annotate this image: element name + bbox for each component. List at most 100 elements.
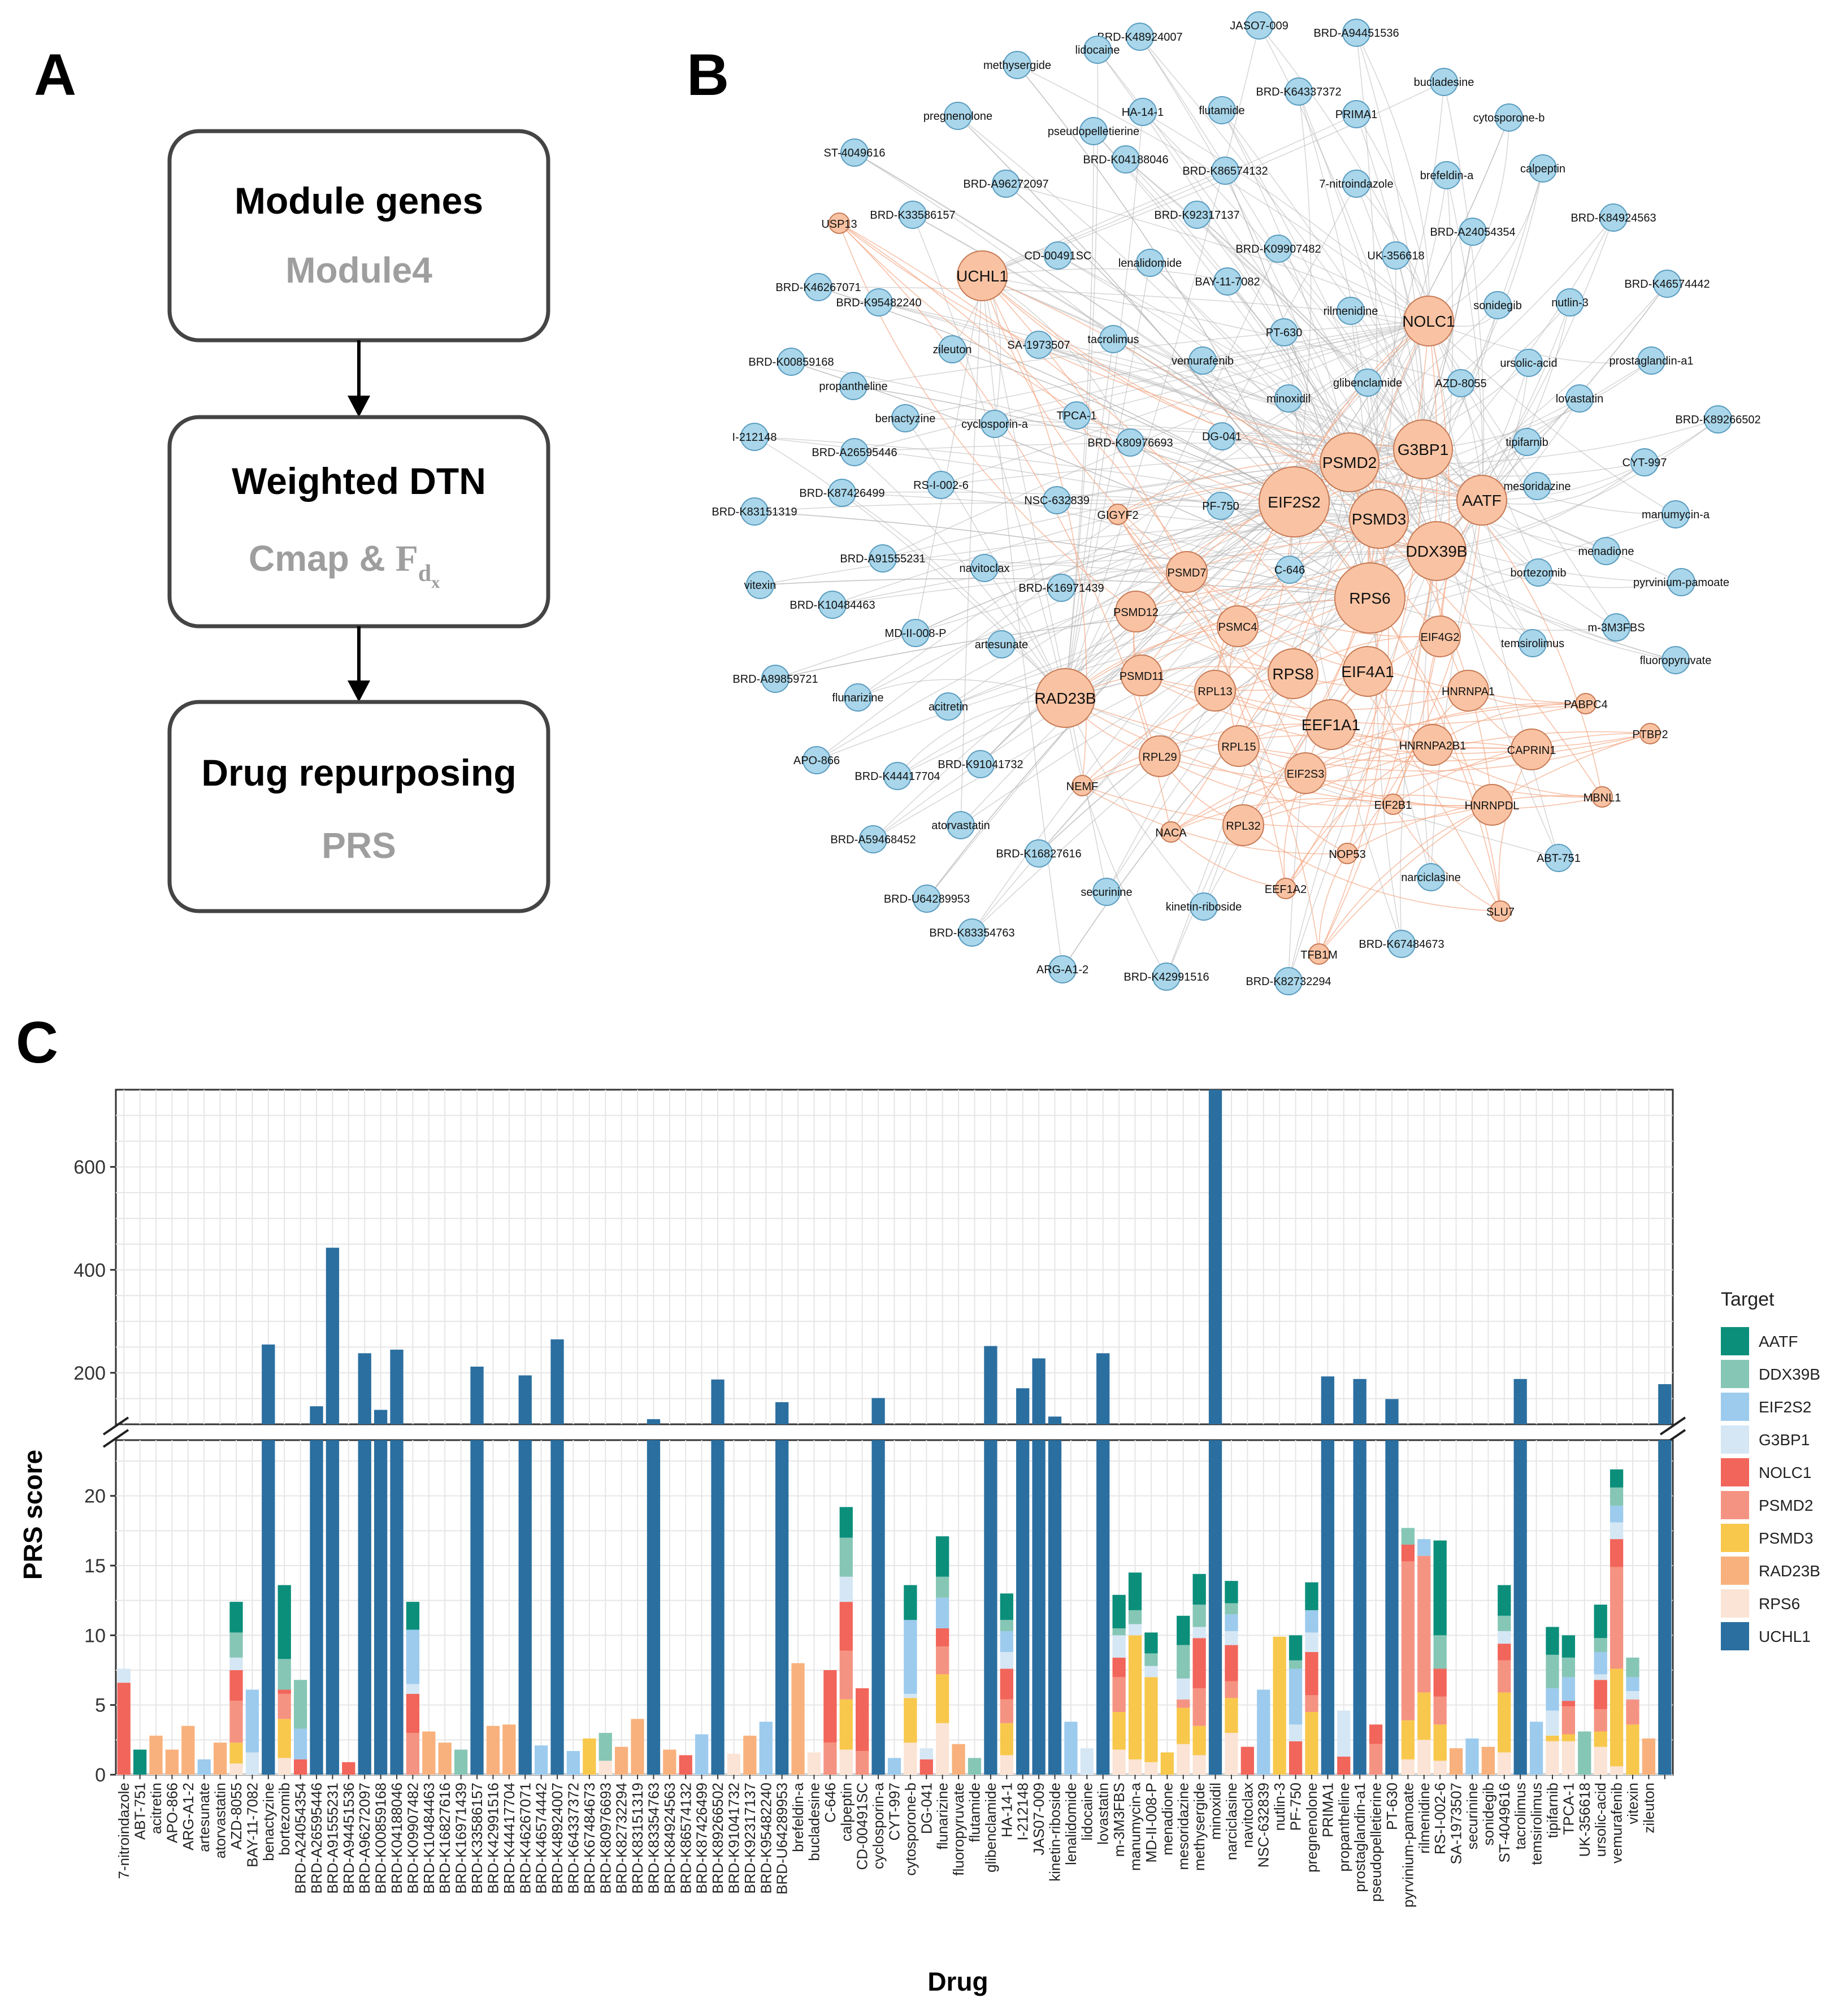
bar-segment-uchl1 <box>519 1440 532 1775</box>
bar-segment-nolc1 <box>840 1602 853 1650</box>
target-node: RPL29 <box>1139 736 1180 777</box>
x-tick-label: lidocaine <box>1078 1783 1095 1841</box>
bar-segment-g3bp1 <box>1305 1632 1318 1652</box>
bar-segment-rps6 <box>1192 1755 1205 1775</box>
drug-node: cyclosporin-a <box>961 410 1029 437</box>
legend-label-nolc1: NOLC1 <box>1759 1464 1811 1481</box>
drug-node-label: BRD-A26595446 <box>812 447 897 459</box>
bar-segment-eif2s2 <box>1257 1690 1270 1775</box>
drug-node-label: BRD-K42991516 <box>1123 971 1209 983</box>
bar-segment-rps6 <box>1000 1755 1013 1775</box>
target-node: USP13 <box>821 213 857 233</box>
bar-segment-aatf <box>1594 1605 1607 1638</box>
drug-node-label: vitexin <box>744 579 776 592</box>
target-node-label: GIGYF2 <box>1097 509 1138 522</box>
bar-segment-uchl1-upper <box>470 1367 483 1424</box>
bar-segment-psmd3 <box>1192 1726 1205 1755</box>
drug-node-label: BRD-K46574442 <box>1624 278 1710 291</box>
x-tick-label: ABT-751 <box>132 1783 149 1840</box>
x-tick-label: temsirolimus <box>1528 1783 1545 1865</box>
target-node-label: RPS8 <box>1272 665 1313 683</box>
x-tick-label: AZD-8055 <box>228 1783 245 1850</box>
legend-swatch-eif2s2 <box>1721 1393 1749 1421</box>
x-tick-label: RS-I-002-6 <box>1431 1783 1448 1854</box>
bar-segment-uchl1-upper <box>1209 1090 1222 1424</box>
bar-segment-g3bp1 <box>1626 1691 1639 1700</box>
target-node: EIF4A1 <box>1341 647 1394 696</box>
bar-segment-ddx39b <box>1289 1661 1302 1669</box>
target-target-edge <box>1499 749 1532 911</box>
bar-segment-nolc1 <box>406 1694 419 1733</box>
weighted-dtn-subtitle-sub: d <box>418 561 431 587</box>
target-node-label: EIF2B1 <box>1374 799 1412 812</box>
drug-node-label: BRD-K04188046 <box>1083 154 1168 166</box>
bar-segment-nolc1 <box>1192 1638 1205 1688</box>
drug-node: sonidegib <box>1473 292 1522 319</box>
target-node-label: PSMD12 <box>1113 606 1159 619</box>
drug-node-label: BRD-K92317137 <box>1154 209 1239 222</box>
x-tick-label: BRD-K04188046 <box>388 1783 405 1894</box>
drug-node: kinetin-riboside <box>1166 893 1242 920</box>
flow-box-weighted-dtn <box>170 417 548 626</box>
x-tick-label: benactyzine <box>260 1783 277 1861</box>
drug-node-label: BRD-K86574132 <box>1182 165 1268 177</box>
bar-segment-g3bp1 <box>1129 1624 1142 1636</box>
bar-segment-nolc1 <box>1402 1545 1415 1562</box>
drug-node: SA-1973507 <box>1007 331 1070 358</box>
weighted-dtn-subtitle-symbol: F <box>396 538 418 579</box>
legend: AATFDDX39BEIF2S2G3BP1NOLC1PSMD2PSMD3RAD2… <box>1721 1327 1820 1650</box>
legend-title: Target <box>1721 1289 1775 1310</box>
drug-node: BRD-K83151319 <box>712 498 797 525</box>
bar-segment-psmd3 <box>1161 1753 1174 1775</box>
bar-segment-ddx39b <box>1594 1638 1607 1652</box>
bar-segment-uchl1 <box>390 1440 403 1775</box>
target-node: TFB1M <box>1300 944 1338 964</box>
x-tick-label: UK-356618 <box>1576 1783 1593 1857</box>
x-tick-label: tacrolimus <box>1512 1783 1529 1849</box>
x-tick-label: BRD-K00859168 <box>372 1783 389 1894</box>
bar-segment-g3bp1 <box>1192 1627 1205 1638</box>
bar-segment-rad23b <box>214 1742 227 1775</box>
bar-segment-rad23b <box>439 1742 452 1775</box>
bar-segment-nolc1 <box>920 1759 933 1775</box>
x-tick-label: MD-II-008-P <box>1143 1783 1160 1863</box>
target-node-label: EEF1A2 <box>1265 883 1307 896</box>
bar-segment-rps6 <box>1498 1753 1511 1775</box>
x-tick-label: 7-nitroindazole <box>115 1783 132 1879</box>
bar-segment-psmd3 <box>840 1700 853 1750</box>
drug-node: prostaglandin-a1 <box>1610 347 1694 374</box>
target-node: PSMC4 <box>1217 606 1258 647</box>
bar-segment-psmd2 <box>406 1733 419 1775</box>
drug-node: BRD-K46574442 <box>1624 270 1710 297</box>
drug-node-label: bortezomib <box>1511 567 1567 579</box>
drug-node: BRD-U64289953 <box>884 885 970 912</box>
bar-segment-eif2s2 <box>406 1629 419 1684</box>
drug-node-label: pseudopelletierine <box>1048 125 1139 138</box>
bar-segment-uchl1-upper <box>1385 1399 1398 1424</box>
drug-node-label: methysergide <box>983 59 1051 72</box>
drug-node: cytosporone-b <box>1473 104 1545 131</box>
x-tick-label: BRD-U64289953 <box>774 1783 791 1895</box>
bar-segment-aatf <box>1498 1585 1511 1616</box>
drug-node: vitexin <box>744 571 776 599</box>
drug-node: BRD-K87426499 <box>799 479 884 506</box>
target-node-label: PSMD11 <box>1120 670 1164 683</box>
target-node: HNRNPDL <box>1465 784 1520 825</box>
target-node: EEF1A2 <box>1265 878 1307 899</box>
target-node: PABPC4 <box>1564 693 1607 714</box>
drug-node: ARG-A1-2 <box>1036 956 1088 983</box>
bar-segment-nolc1 <box>1241 1747 1254 1775</box>
x-tick-label: PF-750 <box>1287 1783 1304 1831</box>
bar-segment-psmd2 <box>840 1650 853 1699</box>
drug-node-label: acitretin <box>929 701 968 713</box>
bar-segment-nolc1 <box>118 1683 131 1775</box>
bar-segment-uchl1-upper <box>984 1346 997 1424</box>
bar-segment-g3bp1 <box>1112 1635 1125 1657</box>
flow-box-drug-repurposing-subtitle: PRS <box>322 825 396 866</box>
bar-segment-rps6 <box>1546 1741 1559 1775</box>
target-node-label: AATF <box>1462 492 1501 509</box>
x-tick-label: cyclosporin-a <box>870 1782 887 1869</box>
target-node: PSMD2 <box>1320 433 1379 492</box>
drug-node: BRD-K83354763 <box>929 919 1014 946</box>
target-node: RPS6 <box>1335 563 1405 633</box>
